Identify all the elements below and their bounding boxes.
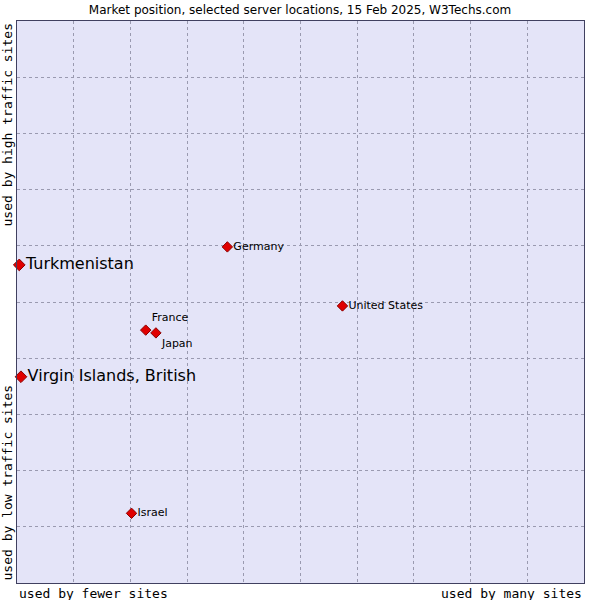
svg-text:France: France	[152, 311, 189, 324]
svg-text:Market position, selected serv: Market position, selected server locatio…	[89, 3, 511, 17]
svg-text:United States: United States	[348, 299, 423, 312]
svg-text:used by many sites: used by many sites	[441, 586, 582, 600]
svg-text:Virgin Islands, British: Virgin Islands, British	[28, 366, 196, 385]
svg-text:Israel: Israel	[138, 506, 168, 519]
svg-text:used by fewer sites: used by fewer sites	[19, 586, 168, 600]
svg-text:used by low traffic sites: used by low traffic sites	[0, 385, 15, 581]
svg-text:Turkmenistan: Turkmenistan	[25, 254, 134, 273]
svg-text:used by high traffic sites: used by high traffic sites	[0, 23, 15, 227]
svg-text:Japan: Japan	[161, 337, 193, 350]
svg-text:Germany: Germany	[233, 240, 284, 253]
